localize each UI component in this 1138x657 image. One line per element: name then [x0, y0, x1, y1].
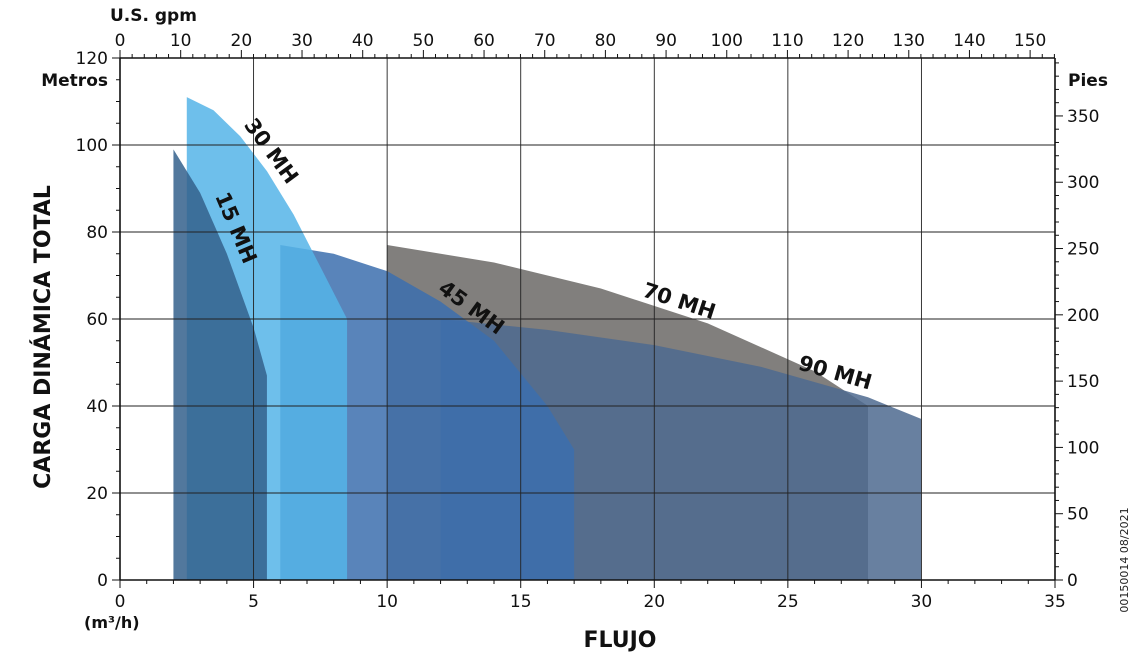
- top-tick-label: 130: [893, 31, 925, 51]
- area-15-mh: [173, 149, 267, 580]
- top-tick-label: 140: [953, 31, 985, 51]
- y-tick-label: 40: [86, 397, 108, 417]
- x-tick-label: 15: [510, 592, 532, 612]
- tick-marks: [112, 50, 1063, 588]
- top-tick-label: 110: [771, 31, 803, 51]
- top-tick-label: 100: [711, 31, 743, 51]
- x-tick-label: 30: [911, 592, 933, 612]
- right-tick-label: 300: [1067, 173, 1099, 193]
- right-tick-label: 100: [1067, 438, 1099, 458]
- right-tick-label: 150: [1067, 372, 1099, 392]
- right-axis-unit: Pies: [1068, 71, 1108, 91]
- top-tick-label: 30: [291, 31, 313, 51]
- y-axis-title: CARGA DINÁMICA TOTAL: [30, 185, 56, 489]
- top-tick-label: 150: [1014, 31, 1046, 51]
- x-tick-label: 20: [643, 592, 665, 612]
- y-tick-label: 120: [76, 49, 108, 69]
- y-tick-label: 0: [97, 571, 108, 591]
- x-tick-label: 35: [1044, 592, 1066, 612]
- x-axis-unit: (m³/h): [84, 613, 140, 632]
- x-tick-label: 10: [376, 592, 398, 612]
- top-tick-label: 70: [534, 31, 556, 51]
- top-tick-label: 20: [231, 31, 253, 51]
- top-tick-label: 0: [115, 31, 126, 51]
- right-tick-label: 200: [1067, 306, 1099, 326]
- right-tick-label: 350: [1067, 107, 1099, 127]
- performance-areas: [173, 97, 922, 581]
- tick-labels: 0 5 10 15 20 25 30 3502040608010012005010015020…: [76, 31, 1100, 612]
- top-tick-label: 10: [170, 31, 192, 51]
- x-tick-label: 5: [248, 592, 259, 612]
- top-axis-unit: U.S. gpm: [110, 6, 197, 26]
- top-tick-label: 80: [595, 31, 617, 51]
- y-tick-label: 80: [86, 223, 108, 243]
- left-axis-unit: Metros: [41, 71, 108, 91]
- right-tick-label: 0: [1067, 571, 1078, 591]
- right-tick-label: 250: [1067, 240, 1099, 260]
- right-tick-label: 50: [1067, 505, 1089, 525]
- y-tick-label: 60: [86, 310, 108, 330]
- x-tick-label: 0: [115, 592, 126, 612]
- area-45-mh: [280, 245, 575, 581]
- top-tick-label: 60: [473, 31, 495, 51]
- top-tick-label: 40: [352, 31, 374, 51]
- document-code: 00150014 08/2021: [1118, 507, 1131, 612]
- y-tick-label: 100: [76, 136, 108, 156]
- x-tick-label: 25: [777, 592, 799, 612]
- top-tick-label: 50: [413, 31, 435, 51]
- top-tick-label: 90: [655, 31, 677, 51]
- top-tick-label: 120: [832, 31, 864, 51]
- y-tick-label: 20: [86, 484, 108, 504]
- x-axis-title: FLUJO: [583, 628, 656, 653]
